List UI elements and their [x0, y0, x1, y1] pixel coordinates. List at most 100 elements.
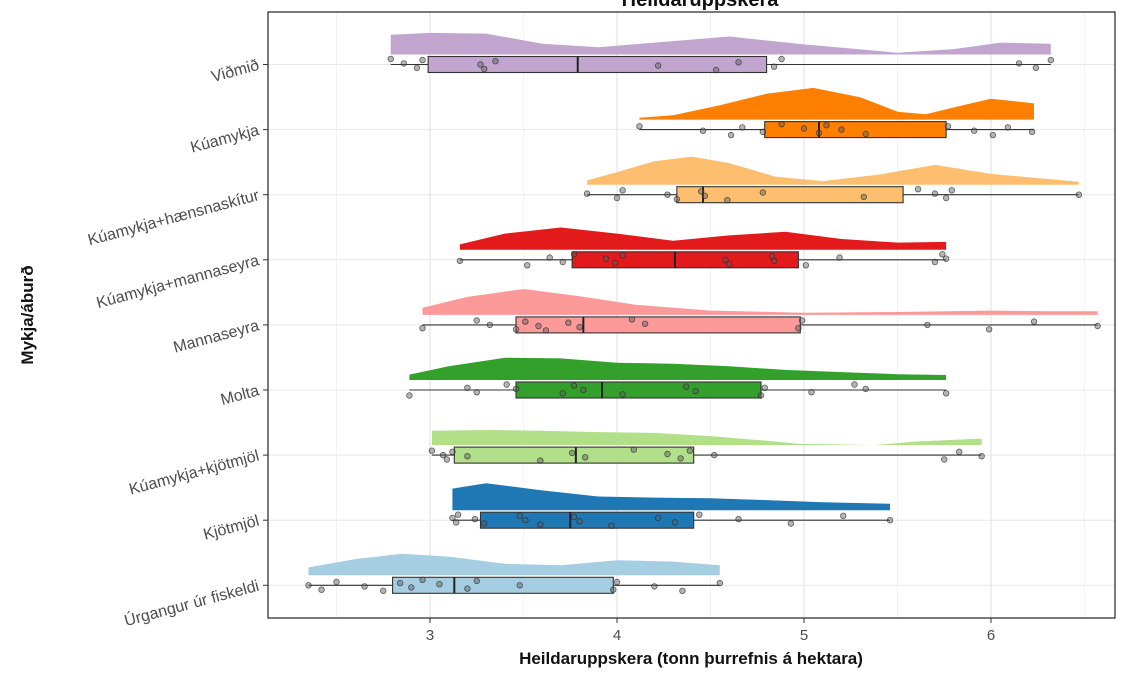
data-point [473, 317, 480, 324]
data-point [651, 583, 658, 590]
data-point [654, 514, 662, 522]
iqr-box [515, 316, 801, 334]
data-point [419, 56, 426, 64]
density-cloud [422, 289, 1098, 315]
data-point [1032, 64, 1040, 71]
data-point [679, 587, 686, 594]
data-point [942, 255, 950, 262]
data-point [419, 576, 426, 583]
data-point [413, 64, 421, 71]
group [387, 32, 1055, 74]
data-point [931, 258, 939, 266]
data-point [619, 252, 626, 259]
data-point [942, 194, 950, 202]
data-point [851, 381, 858, 388]
data-point [619, 391, 626, 398]
data-point [1047, 56, 1055, 64]
density-cloud [452, 483, 890, 511]
data-point [387, 55, 394, 63]
data-point [739, 124, 746, 131]
data-point [576, 323, 583, 331]
data-point [568, 449, 576, 457]
data-point [860, 193, 868, 201]
y-axis-label: Mykja/áburð [18, 265, 37, 364]
data-point [570, 382, 578, 389]
data-point [808, 389, 815, 396]
data-point [948, 187, 955, 194]
iqr-box [515, 381, 762, 399]
data-point [836, 254, 843, 261]
data-point [989, 131, 997, 139]
data-point [840, 512, 847, 519]
data-point [664, 191, 671, 198]
data-point [673, 195, 681, 203]
density-cloud [390, 32, 1051, 55]
data-point [492, 58, 499, 65]
groups [305, 32, 1101, 594]
data-point [408, 584, 415, 591]
group [456, 227, 950, 269]
data-point [778, 120, 785, 128]
data-point [862, 130, 869, 138]
y-tick-label: Kúamykja [189, 122, 261, 157]
x-tick-label: 6 [987, 627, 995, 644]
data-point [664, 450, 671, 458]
data-point [546, 254, 553, 261]
data-point [452, 519, 460, 526]
data-point [464, 453, 471, 460]
data-point [914, 185, 922, 193]
data-point [1075, 191, 1083, 198]
data-point [522, 517, 529, 524]
group [449, 483, 894, 529]
density-cloud [459, 227, 947, 250]
data-point [696, 511, 703, 518]
y-axis: ViðmiðKúamykjaKúamykja+hænsnaskíturKúamy… [86, 57, 268, 630]
iqr-box [427, 55, 768, 74]
data-point [516, 582, 523, 589]
data-point [727, 131, 735, 139]
y-tick-label: Viðmið [210, 57, 261, 86]
data-point [542, 327, 550, 334]
data-point [759, 189, 767, 196]
y-tick-label: Molta [219, 382, 261, 409]
data-point [970, 127, 978, 134]
data-point [735, 59, 742, 66]
data-point [477, 61, 484, 68]
x-tick-label: 4 [613, 627, 621, 644]
data-point [537, 521, 544, 528]
data-point [582, 454, 589, 461]
data-point [443, 456, 451, 463]
data-point [800, 125, 808, 132]
density-cloud [308, 553, 720, 576]
y-tick-label: Úrgangur úr fiskeldi [122, 576, 261, 630]
data-point [361, 583, 368, 590]
density-cloud [409, 357, 947, 380]
data-point [583, 190, 591, 197]
density-cloud [639, 87, 1034, 120]
data-point [481, 520, 488, 527]
y-tick-label: Mannaseyra [172, 317, 262, 356]
group [428, 430, 985, 464]
data-point [464, 585, 471, 592]
data-point [641, 320, 649, 327]
data-point [862, 385, 869, 393]
data-point [439, 451, 447, 459]
data-point [559, 390, 566, 397]
data-point [522, 318, 529, 325]
group [406, 357, 950, 399]
data-point [1004, 124, 1012, 131]
data-point [671, 519, 679, 526]
iqr-box [571, 251, 799, 269]
data-point [400, 60, 408, 67]
data-point [759, 128, 767, 135]
data-point [473, 577, 480, 585]
data-point [628, 316, 636, 323]
data-point [692, 387, 699, 395]
y-tick-label: Kúamykja+hænsnaskítur [86, 187, 262, 249]
density-cloud [587, 156, 1079, 185]
data-point [886, 517, 894, 524]
data-point [761, 384, 768, 391]
data-point [654, 62, 662, 69]
x-tick-label: 5 [800, 627, 808, 644]
